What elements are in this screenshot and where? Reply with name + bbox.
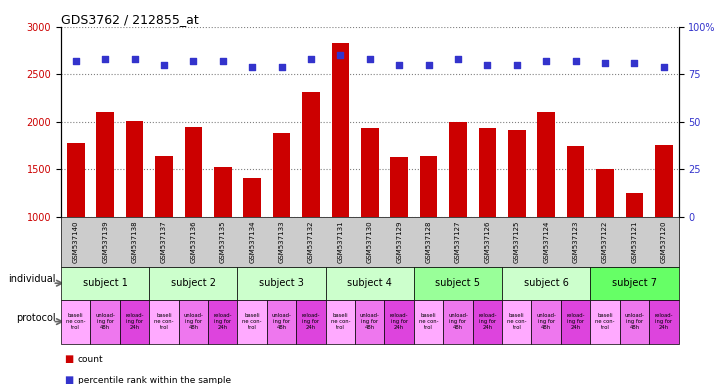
Text: baseli
ne con-
trol: baseli ne con- trol (243, 313, 262, 330)
Text: baseli
ne con-
trol: baseli ne con- trol (419, 313, 438, 330)
Text: GSM537125: GSM537125 (514, 221, 520, 263)
Text: percentile rank within the sample: percentile rank within the sample (78, 376, 230, 384)
Bar (96, 113, 114, 312)
Text: GDS3762 / 212855_at: GDS3762 / 212855_at (61, 13, 199, 26)
Point (335, 52, 346, 58)
Text: reload-
ing for
24h: reload- ing for 24h (567, 313, 585, 330)
Text: subject 6: subject 6 (523, 278, 569, 288)
Text: reload-
ing for
24h: reload- ing for 24h (125, 313, 144, 330)
Text: baseli
ne con-
trol: baseli ne con- trol (595, 313, 615, 330)
Text: GSM537126: GSM537126 (485, 221, 490, 263)
Text: unload-
ing for
48h: unload- ing for 48h (95, 313, 115, 330)
Bar (625, 193, 643, 312)
Bar (273, 133, 290, 312)
Bar (243, 178, 261, 312)
Text: subject 2: subject 2 (171, 278, 216, 288)
Text: baseli
ne con-
trol: baseli ne con- trol (507, 313, 526, 330)
Text: individual: individual (9, 274, 56, 285)
Text: GSM537134: GSM537134 (249, 221, 255, 263)
Text: unload-
ing for
48h: unload- ing for 48h (536, 313, 556, 330)
Text: GSM537127: GSM537127 (455, 221, 461, 263)
Bar (214, 167, 232, 312)
Text: unload-
ing for
48h: unload- ing for 48h (183, 313, 203, 330)
Bar (185, 127, 202, 312)
Text: GSM537123: GSM537123 (572, 221, 579, 263)
Text: GSM537130: GSM537130 (367, 220, 373, 263)
Bar (67, 143, 85, 312)
Bar (655, 145, 673, 312)
Point (276, 64, 287, 70)
Bar (126, 121, 144, 312)
Point (99, 56, 111, 62)
Text: subject 7: subject 7 (612, 278, 657, 288)
Point (364, 56, 376, 62)
Text: GSM537121: GSM537121 (631, 221, 638, 263)
Text: baseli
ne con-
trol: baseli ne con- trol (330, 313, 350, 330)
Text: unload-
ing for
48h: unload- ing for 48h (625, 313, 644, 330)
Text: reload-
ing for
24h: reload- ing for 24h (213, 313, 232, 330)
Point (541, 58, 552, 64)
Text: GSM537124: GSM537124 (544, 221, 549, 263)
Point (482, 62, 493, 68)
Text: GSM537132: GSM537132 (308, 221, 314, 263)
Bar (420, 156, 437, 312)
Point (452, 56, 464, 62)
Point (393, 62, 405, 68)
Text: unload-
ing for
48h: unload- ing for 48h (360, 313, 380, 330)
Bar (508, 131, 526, 312)
Point (629, 60, 640, 66)
Point (70, 58, 81, 64)
Text: GSM537122: GSM537122 (602, 221, 608, 263)
Text: subject 5: subject 5 (436, 278, 480, 288)
Point (129, 56, 140, 62)
Bar (391, 157, 408, 312)
Bar (567, 146, 584, 312)
Text: ■: ■ (65, 354, 74, 364)
Bar (302, 91, 320, 312)
Text: GSM537120: GSM537120 (661, 221, 667, 263)
Text: GSM537139: GSM537139 (102, 220, 108, 263)
Text: unload-
ing for
48h: unload- ing for 48h (448, 313, 468, 330)
Text: count: count (78, 354, 103, 364)
Bar (155, 156, 173, 312)
Bar (449, 122, 467, 312)
Bar (361, 127, 378, 312)
Text: GSM537135: GSM537135 (220, 221, 225, 263)
Point (246, 64, 258, 70)
Point (600, 60, 611, 66)
Text: GSM537133: GSM537133 (279, 220, 284, 263)
Point (570, 58, 582, 64)
Text: subject 4: subject 4 (348, 278, 392, 288)
Bar (332, 43, 349, 312)
Text: ■: ■ (65, 375, 74, 384)
Bar (537, 113, 555, 312)
Point (511, 62, 523, 68)
Text: GSM537131: GSM537131 (337, 220, 343, 263)
Text: GSM537129: GSM537129 (396, 221, 402, 263)
Text: GSM537136: GSM537136 (190, 220, 196, 263)
Text: subject 1: subject 1 (83, 278, 128, 288)
Text: subject 3: subject 3 (259, 278, 304, 288)
Point (423, 62, 434, 68)
Text: GSM537128: GSM537128 (426, 221, 432, 263)
Text: protocol: protocol (17, 313, 56, 323)
Text: unload-
ing for
48h: unload- ing for 48h (271, 313, 292, 330)
Point (217, 58, 228, 64)
Text: reload-
ing for
24h: reload- ing for 24h (302, 313, 320, 330)
Text: GSM537137: GSM537137 (161, 220, 167, 263)
Text: reload-
ing for
24h: reload- ing for 24h (478, 313, 497, 330)
Bar (479, 127, 496, 312)
Point (158, 62, 169, 68)
Text: reload-
ing for
24h: reload- ing for 24h (390, 313, 409, 330)
Text: GSM537138: GSM537138 (131, 220, 138, 263)
Point (305, 56, 317, 62)
Text: reload-
ing for
24h: reload- ing for 24h (655, 313, 673, 330)
Text: GSM537140: GSM537140 (73, 221, 79, 263)
Bar (596, 169, 614, 312)
Point (187, 58, 199, 64)
Text: baseli
ne con-
trol: baseli ne con- trol (154, 313, 174, 330)
Point (658, 64, 670, 70)
Text: baseli
ne con-
trol: baseli ne con- trol (66, 313, 85, 330)
